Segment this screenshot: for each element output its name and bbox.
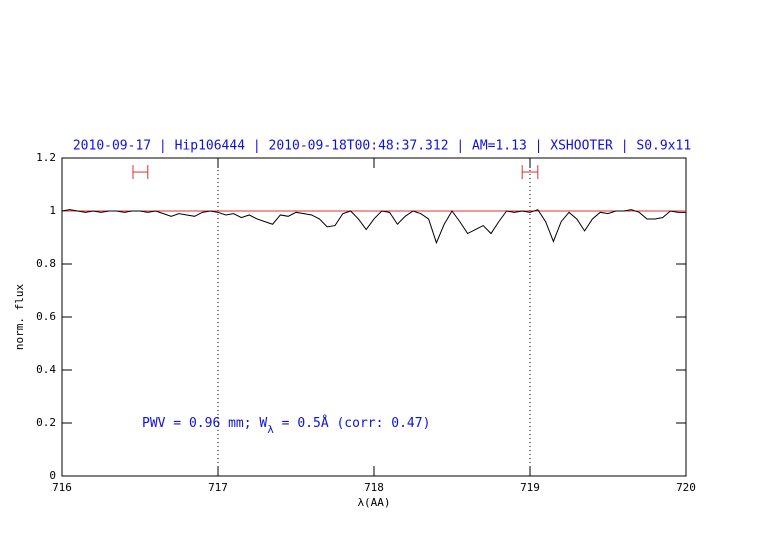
x-tick-label: 717 bbox=[208, 481, 228, 494]
y-tick-label: 0.2 bbox=[36, 416, 56, 429]
y-tick-label: 0 bbox=[49, 469, 56, 482]
x-tick-label: 720 bbox=[676, 481, 696, 494]
chart-title: 2010-09-17 | Hip106444 | 2010-09-18T00:4… bbox=[73, 139, 691, 154]
y-tick-label: 0.6 bbox=[36, 310, 56, 323]
annotation: PWV = 0.96 mm; Wλ = 0.5Å (corr: 0.47) bbox=[142, 415, 430, 436]
spectrum-line bbox=[61, 209, 686, 245]
y-tick-label: 1.2 bbox=[36, 151, 56, 164]
y-tick-label: 0.8 bbox=[36, 257, 56, 270]
y-axis-label: norm. flux bbox=[13, 284, 26, 351]
y-tick-label: 1 bbox=[49, 204, 56, 217]
y-tick-label: 0.4 bbox=[36, 363, 56, 376]
annotation-part: = 0.5Å (corr: 0.47) bbox=[274, 415, 431, 431]
x-tick-label: 719 bbox=[520, 481, 540, 494]
x-tick-label: 716 bbox=[52, 481, 72, 494]
annotation-part: λ bbox=[267, 423, 274, 436]
x-tick-label: 718 bbox=[364, 481, 384, 494]
annotation-part: PWV = 0.96 mm; W bbox=[142, 416, 267, 431]
x-axis-label: λ(AA) bbox=[357, 496, 390, 509]
